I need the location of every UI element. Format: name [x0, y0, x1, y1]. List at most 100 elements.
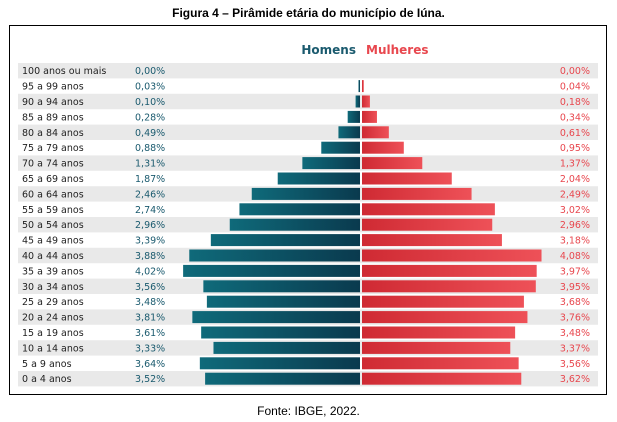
legend-men: Homens	[301, 43, 356, 57]
category-label: 40 a 44 anos	[22, 251, 84, 262]
women-value-label: 2,96%	[560, 220, 590, 231]
women-value-label: 2,49%	[560, 189, 590, 200]
men-bar	[199, 357, 360, 370]
men-value-label: 0,28%	[135, 112, 165, 123]
men-value-label: 4,02%	[135, 266, 165, 277]
men-value-label: 0,49%	[135, 128, 165, 139]
men-value-label: 3,88%	[135, 251, 165, 262]
women-bar	[362, 203, 495, 216]
women-value-label: 3,56%	[560, 359, 590, 370]
men-bar	[183, 264, 360, 277]
women-value-label: 0,18%	[560, 97, 590, 108]
men-value-label: 0,88%	[135, 143, 165, 154]
men-value-label: 2,46%	[135, 189, 165, 200]
women-bar	[362, 249, 542, 262]
women-value-label: 3,48%	[560, 328, 590, 339]
women-value-label: 0,00%	[560, 66, 590, 77]
category-label: 90 a 94 anos	[22, 97, 84, 108]
men-bar	[192, 311, 360, 324]
women-value-label: 0,34%	[560, 112, 590, 123]
category-label: 20 a 24 anos	[22, 313, 84, 324]
category-label: 25 a 29 anos	[22, 297, 84, 308]
men-bar	[347, 110, 360, 123]
men-bar	[189, 249, 360, 262]
women-bar	[362, 357, 519, 370]
women-bar	[362, 295, 524, 308]
category-label: 15 a 19 anos	[22, 328, 84, 339]
men-value-label: 3,56%	[135, 282, 165, 293]
women-bar	[362, 172, 452, 185]
men-bar	[321, 141, 360, 154]
men-value-label: 1,31%	[135, 159, 165, 170]
women-bar	[362, 264, 537, 277]
category-label: 95 a 99 anos	[22, 82, 84, 93]
women-value-label: 3,76%	[560, 313, 590, 324]
women-value-label: 3,95%	[560, 282, 590, 293]
men-bar	[210, 234, 360, 247]
men-bar	[251, 187, 360, 200]
women-value-label: 0,61%	[560, 128, 590, 139]
men-bar	[201, 326, 360, 339]
category-label: 100 anos ou mais	[22, 66, 106, 77]
men-value-label: 3,64%	[135, 359, 165, 370]
men-bar	[355, 95, 360, 108]
men-value-label: 0,10%	[135, 97, 165, 108]
men-bar	[358, 80, 360, 93]
category-label: 85 a 89 anos	[22, 112, 84, 123]
men-value-label: 3,81%	[135, 313, 165, 324]
women-bar	[362, 157, 423, 170]
category-label: 50 a 54 anos	[22, 220, 84, 231]
women-bar	[362, 326, 516, 339]
men-bar	[203, 280, 360, 293]
category-label: 10 a 14 anos	[22, 343, 84, 354]
men-value-label: 3,39%	[135, 236, 165, 247]
men-value-label: 0,00%	[135, 66, 165, 77]
women-value-label: 3,68%	[560, 297, 590, 308]
men-bar	[277, 172, 360, 185]
category-label: 60 a 64 anos	[22, 189, 84, 200]
category-label: 70 a 74 anos	[22, 159, 84, 170]
men-value-label: 0,03%	[135, 82, 165, 93]
category-label: 0 a 4 anos	[22, 374, 72, 385]
women-value-label: 3,02%	[560, 205, 590, 216]
category-label: 30 a 34 anos	[22, 282, 84, 293]
row-stripe	[18, 93, 598, 110]
women-bar	[362, 80, 364, 93]
men-bar	[229, 218, 360, 231]
category-label: 5 a 9 anos	[22, 359, 72, 370]
women-bar	[362, 110, 377, 123]
legend-women: Mulheres	[366, 43, 428, 57]
men-bar	[206, 295, 360, 308]
women-bar	[362, 280, 536, 293]
chart-frame: 100 anos ou mais 0,00% 0,00% 95 a 99 anos 0,…	[9, 25, 607, 395]
men-value-label: 2,96%	[135, 220, 165, 231]
population-pyramid-chart: 100 anos ou mais 0,00% 0,00% 95 a 99 anos 0,…	[18, 43, 598, 387]
women-bar	[362, 372, 522, 385]
men-bar	[302, 157, 360, 170]
men-bar	[213, 341, 360, 354]
women-bar	[362, 234, 502, 247]
category-label: 75 a 79 anos	[22, 143, 84, 154]
women-bar	[362, 218, 493, 231]
women-value-label: 3,62%	[560, 374, 590, 385]
women-value-label: 0,95%	[560, 143, 590, 154]
women-value-label: 2,04%	[560, 174, 590, 185]
figure-title: Figura 4 – Pirâmide etária do município …	[172, 6, 445, 20]
women-bar	[362, 311, 528, 324]
category-label: 45 a 49 anos	[22, 236, 84, 247]
men-value-label: 2,74%	[135, 205, 165, 216]
women-value-label: 3,97%	[560, 266, 590, 277]
category-label: 55 a 59 anos	[22, 205, 84, 216]
women-value-label: 3,18%	[560, 236, 590, 247]
women-bar	[362, 95, 370, 108]
category-label: 80 a 84 anos	[22, 128, 84, 139]
category-label: 65 a 69 anos	[22, 174, 84, 185]
women-value-label: 1,37%	[560, 159, 590, 170]
men-value-label: 3,48%	[135, 297, 165, 308]
women-bar	[362, 126, 389, 139]
men-value-label: 3,61%	[135, 328, 165, 339]
figure-source: Fonte: IBGE, 2022.	[257, 404, 360, 418]
women-value-label: 4,08%	[560, 251, 590, 262]
women-bar	[362, 341, 511, 354]
women-bar	[362, 141, 404, 154]
